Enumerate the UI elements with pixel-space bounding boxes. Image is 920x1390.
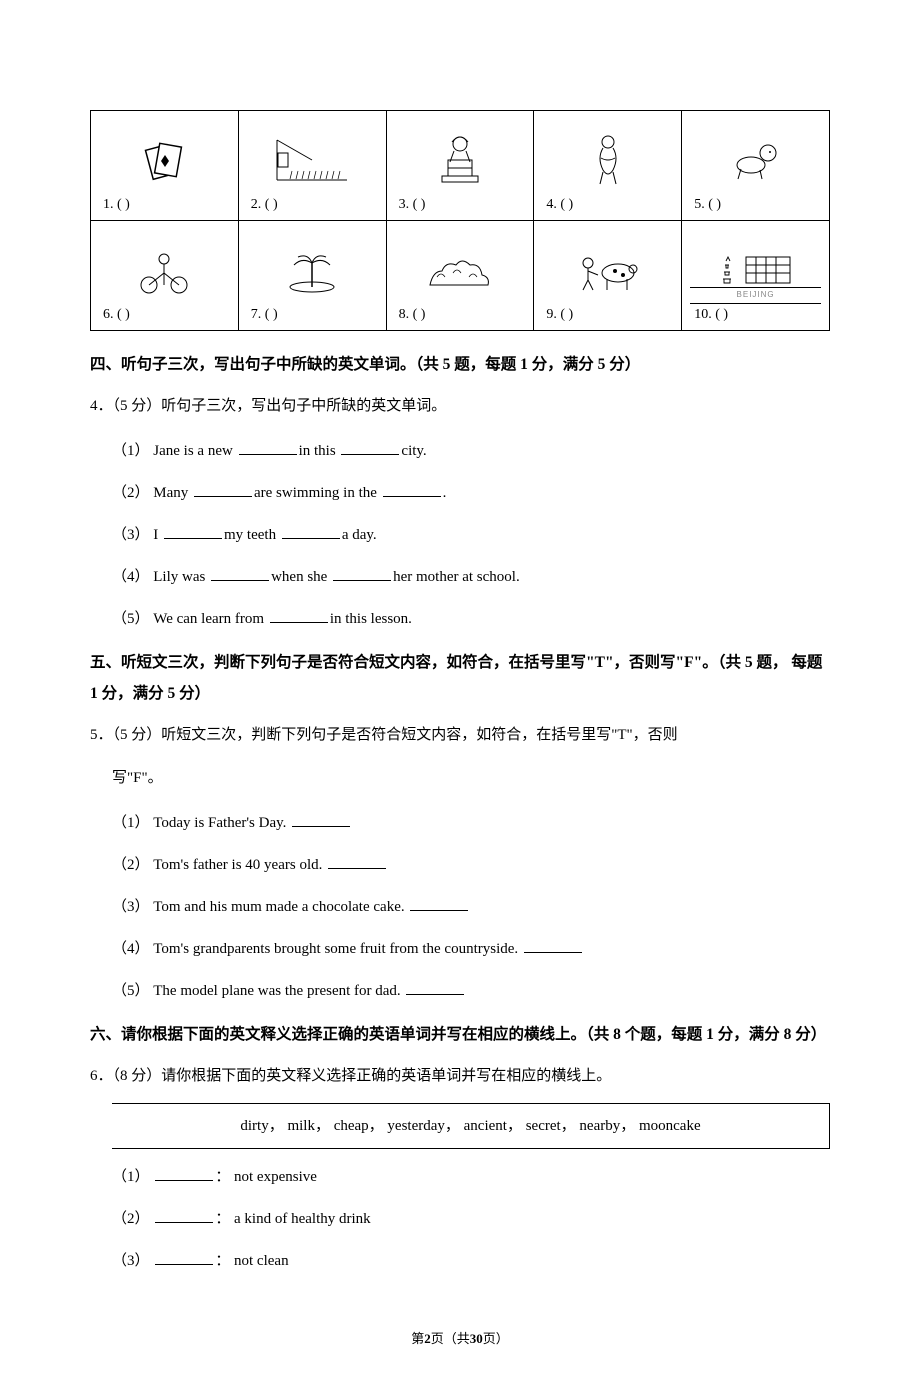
blank-input[interactable] [155, 1208, 213, 1223]
q5-item-3: （3） Tom and his mum made a chocolate cak… [112, 889, 830, 925]
grid-cell-7: 7. ( ) [238, 221, 386, 331]
question-5-stem-l1: 5．（5 分）听短文三次，判断下列句子是否符合短文内容，如符合，在括号里写"T"… [90, 719, 830, 752]
beijing-building-icon: BEIJING [686, 240, 825, 300]
cycling-icon [95, 240, 234, 300]
blank-input[interactable] [383, 482, 441, 497]
q5-item-5: （5） The model plane was the present for … [112, 973, 830, 1009]
bushes-icon [391, 240, 530, 300]
baby-crawl-icon [686, 130, 825, 190]
blank-input[interactable] [282, 524, 340, 539]
beijing-caption: BEIJING [690, 287, 821, 304]
blank-input[interactable] [239, 440, 297, 455]
grid-cell-8: 8. ( ) [386, 221, 534, 331]
question-4-stem: 4．（5 分）听句子三次，写出句子中所缺的英文单词。 [90, 390, 830, 423]
q6-item-3: （3） ： not clean [112, 1243, 830, 1279]
blank-input[interactable] [524, 938, 582, 953]
grid-row-2: 6. ( ) 7. ( ) 8. ( ) 9. ( ) [91, 221, 830, 331]
q4-item-2: （2） Many are swimming in the . [112, 475, 830, 511]
q4-item-5: （5） We can learn from in this lesson. [112, 601, 830, 637]
cell-label: 7. ( ) [243, 304, 382, 326]
blank-input[interactable] [155, 1166, 213, 1181]
section-6-header: 六、请你根据下面的英文释义选择正确的英语单词并写在相应的横线上。（共 8 个题，… [90, 1019, 830, 1050]
blank-input[interactable] [155, 1250, 213, 1265]
blank-input[interactable] [328, 854, 386, 869]
cell-label: 6. ( ) [95, 304, 234, 326]
blank-input[interactable] [194, 482, 252, 497]
blank-input[interactable] [164, 524, 222, 539]
cell-label: 10. ( ) [686, 304, 825, 326]
milking-cow-icon [538, 240, 677, 300]
grid-row-1: 1. ( ) 2. ( ) 3. ( ) 4. ( ) [91, 111, 830, 221]
grid-cell-10: BEIJING 10. ( ) [682, 221, 830, 331]
cell-label: 9. ( ) [538, 304, 677, 326]
word-bank-box: dirty， milk， cheap， yesterday， ancient， … [112, 1103, 830, 1149]
q6-item-1: （1） ： not expensive [112, 1159, 830, 1195]
q4-item-3: （3） I my teeth a day. [112, 517, 830, 553]
blank-input[interactable] [341, 440, 399, 455]
q5-item-1: （1） Today is Father's Day. [112, 805, 830, 841]
listening-image-grid: 1. ( ) 2. ( ) 3. ( ) 4. ( ) [90, 110, 830, 331]
cell-label: 2. ( ) [243, 194, 382, 216]
grid-cell-1: 1. ( ) [91, 111, 239, 221]
blank-input[interactable] [211, 566, 269, 581]
grid-cell-3: 3. ( ) [386, 111, 534, 221]
blank-input[interactable] [270, 608, 328, 623]
grid-cell-9: 9. ( ) [534, 221, 682, 331]
q6-item-2: （2） ： a kind of healthy drink [112, 1201, 830, 1237]
girl-laptop-icon [391, 130, 530, 190]
section-4-header: 四、听句子三次，写出句子中所缺的英文单词。（共 5 题，每题 1 分，满分 5 … [90, 349, 830, 380]
blank-input[interactable] [333, 566, 391, 581]
page-footer: 第2页（共30页） [90, 1329, 830, 1350]
grid-cell-2: 2. ( ) [238, 111, 386, 221]
cell-label: 5. ( ) [686, 194, 825, 216]
cell-label: 3. ( ) [391, 194, 530, 216]
cell-label: 1. ( ) [95, 194, 234, 216]
cell-label: 4. ( ) [538, 194, 677, 216]
question-5-stem-l2: 写"F"。 [112, 762, 830, 795]
q4-item-4: （4） Lily was when she her mother at scho… [112, 559, 830, 595]
grid-cell-5: 5. ( ) [682, 111, 830, 221]
grid-cell-4: 4. ( ) [534, 111, 682, 221]
section-5-header: 五、听短文三次，判断下列句子是否符合短文内容，如符合，在括号里写"T"，否则写"… [90, 647, 830, 709]
q4-item-1: （1） Jane is a new in this city. [112, 433, 830, 469]
q5-item-2: （2） Tom's father is 40 years old. [112, 847, 830, 883]
room-corner-icon [243, 130, 382, 190]
blank-input[interactable] [292, 812, 350, 827]
blank-input[interactable] [406, 980, 464, 995]
q5-item-4: （4） Tom's grandparents brought some frui… [112, 931, 830, 967]
island-icon [243, 240, 382, 300]
cards-icon [95, 130, 234, 190]
grid-cell-6: 6. ( ) [91, 221, 239, 331]
cell-label: 8. ( ) [391, 304, 530, 326]
blank-input[interactable] [410, 896, 468, 911]
question-6-stem: 6．（8 分）请你根据下面的英文释义选择正确的英语单词并写在相应的横线上。 [90, 1060, 830, 1093]
stomachache-icon [538, 130, 677, 190]
